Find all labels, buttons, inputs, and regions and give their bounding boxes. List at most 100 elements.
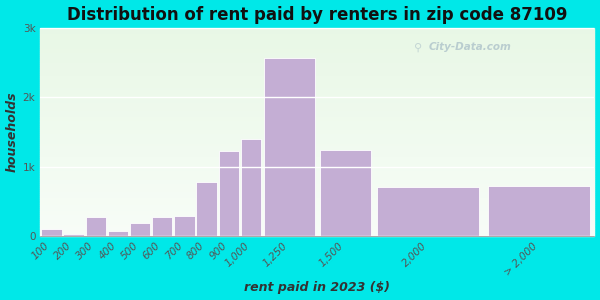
Y-axis label: households: households: [5, 92, 19, 172]
Bar: [40, 148, 595, 151]
Bar: [40, 88, 595, 90]
Bar: [40, 101, 595, 103]
Bar: [40, 209, 595, 211]
Bar: [40, 107, 595, 109]
Bar: [40, 84, 595, 86]
Bar: [40, 86, 595, 88]
Bar: [130, 223, 150, 236]
Bar: [40, 40, 595, 42]
Bar: [40, 59, 595, 61]
Bar: [40, 76, 595, 78]
Bar: [41, 229, 62, 236]
Bar: [40, 169, 595, 171]
Bar: [40, 109, 595, 111]
Bar: [218, 151, 239, 236]
Bar: [40, 132, 595, 134]
Bar: [40, 211, 595, 213]
Bar: [488, 186, 590, 236]
Bar: [40, 138, 595, 140]
Bar: [40, 99, 595, 101]
Bar: [40, 124, 595, 126]
Bar: [40, 188, 595, 190]
Bar: [86, 217, 106, 236]
Bar: [40, 53, 595, 55]
Bar: [40, 34, 595, 36]
Bar: [40, 207, 595, 209]
Bar: [40, 198, 595, 200]
Bar: [40, 167, 595, 169]
Bar: [40, 144, 595, 146]
Bar: [40, 38, 595, 40]
Bar: [377, 187, 479, 236]
Bar: [108, 231, 128, 236]
Bar: [40, 103, 595, 105]
Bar: [40, 163, 595, 165]
Bar: [40, 122, 595, 124]
Bar: [40, 171, 595, 173]
Bar: [64, 234, 84, 236]
Bar: [40, 51, 595, 53]
Bar: [40, 176, 595, 178]
Bar: [40, 46, 595, 49]
Bar: [40, 213, 595, 215]
Bar: [40, 217, 595, 219]
Bar: [40, 55, 595, 57]
Bar: [40, 82, 595, 84]
Bar: [40, 219, 595, 221]
Bar: [40, 184, 595, 186]
Bar: [40, 117, 595, 119]
Bar: [40, 227, 595, 230]
Bar: [40, 173, 595, 175]
Bar: [40, 113, 595, 115]
Bar: [40, 74, 595, 76]
Bar: [40, 90, 595, 92]
Bar: [196, 182, 217, 236]
Text: City-Data.com: City-Data.com: [428, 42, 511, 52]
Bar: [40, 119, 595, 122]
Bar: [40, 65, 595, 68]
Bar: [40, 130, 595, 132]
X-axis label: rent paid in 2023 ($): rent paid in 2023 ($): [244, 281, 391, 294]
Bar: [40, 32, 595, 34]
Bar: [40, 155, 595, 157]
Bar: [40, 151, 595, 153]
Bar: [241, 139, 261, 236]
Bar: [40, 202, 595, 205]
Bar: [40, 36, 595, 38]
Bar: [40, 182, 595, 184]
Bar: [40, 128, 595, 130]
Bar: [40, 72, 595, 74]
Bar: [40, 42, 595, 44]
Bar: [40, 157, 595, 159]
Bar: [40, 232, 595, 234]
Bar: [40, 153, 595, 155]
Bar: [40, 97, 595, 99]
Bar: [40, 136, 595, 138]
Bar: [40, 57, 595, 59]
Bar: [40, 111, 595, 113]
Bar: [40, 178, 595, 180]
Bar: [40, 205, 595, 207]
Bar: [40, 165, 595, 167]
Bar: [40, 105, 595, 107]
Bar: [40, 194, 595, 196]
Bar: [40, 186, 595, 188]
Text: ⚲: ⚲: [415, 42, 422, 52]
Bar: [40, 80, 595, 82]
Bar: [40, 196, 595, 198]
Bar: [40, 225, 595, 227]
Bar: [40, 223, 595, 225]
Bar: [40, 70, 595, 72]
Bar: [174, 216, 194, 236]
Bar: [40, 142, 595, 144]
Bar: [40, 190, 595, 192]
Bar: [40, 200, 595, 202]
Bar: [40, 126, 595, 128]
Bar: [40, 146, 595, 148]
Bar: [40, 234, 595, 236]
Bar: [40, 92, 595, 95]
Bar: [40, 180, 595, 182]
Bar: [40, 140, 595, 142]
Bar: [40, 61, 595, 63]
Bar: [264, 58, 315, 236]
